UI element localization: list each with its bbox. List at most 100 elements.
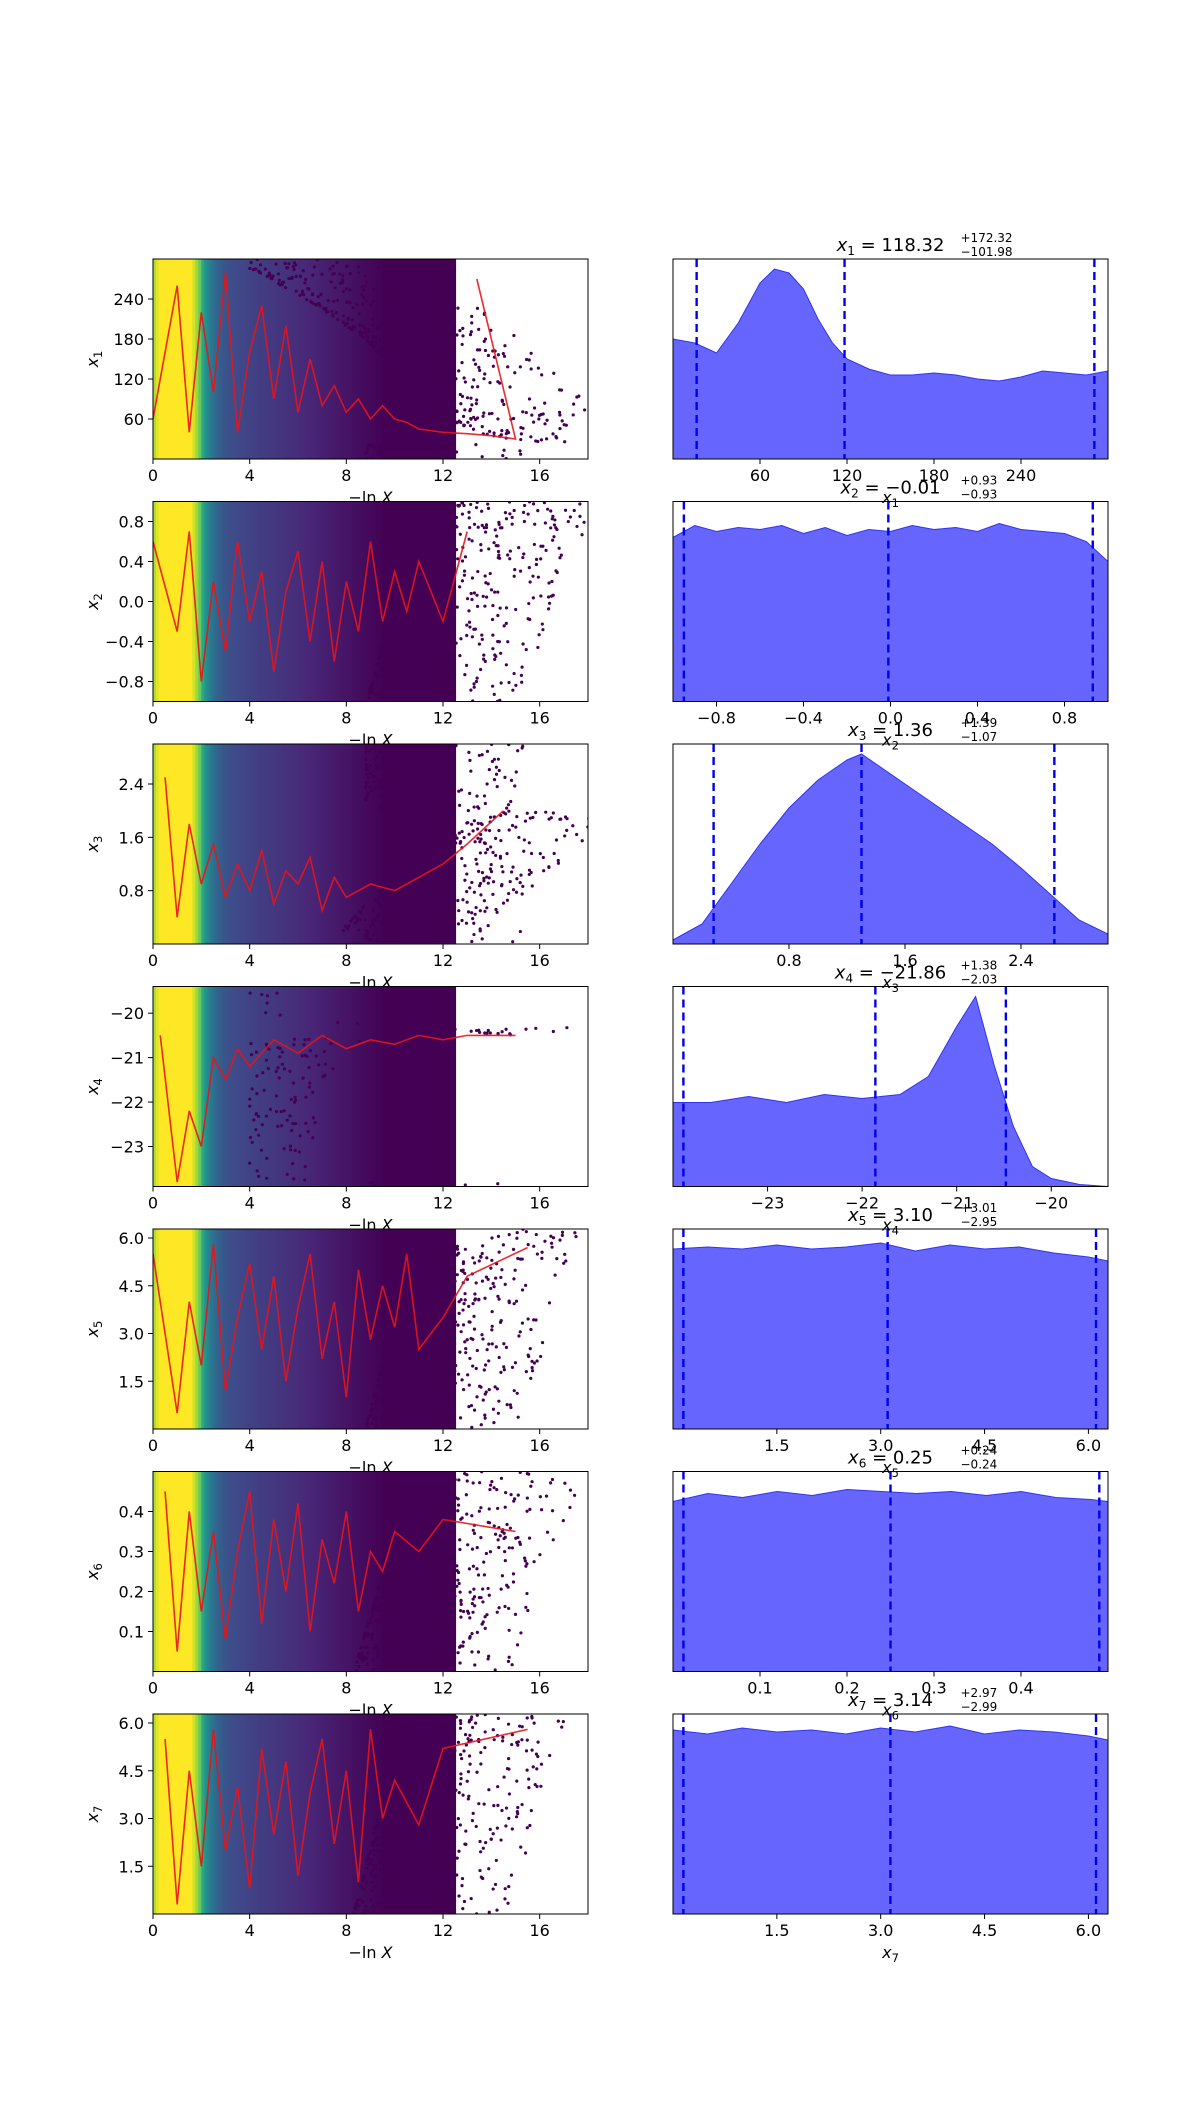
- sample-point: [428, 1799, 432, 1803]
- sample-point: [466, 1373, 470, 1377]
- sample-point: [395, 598, 399, 602]
- sample-point: [341, 320, 346, 324]
- sample-point: [384, 884, 388, 889]
- y-tick-label: −23: [110, 1138, 144, 1157]
- sample-point: [390, 1356, 394, 1360]
- sample-point: [293, 1100, 297, 1104]
- sample-point: [477, 1298, 481, 1302]
- sample-point: [378, 804, 382, 808]
- sample-point: [491, 850, 495, 855]
- sample-point: [511, 888, 516, 892]
- sample-point: [262, 1088, 266, 1092]
- sample-point: [388, 1857, 392, 1861]
- sample-point: [444, 567, 448, 571]
- sample-point: [457, 1791, 461, 1795]
- weight-band: [294, 259, 299, 459]
- sample-point: [507, 744, 511, 747]
- sample-point: [375, 767, 379, 771]
- weight-band: [240, 1714, 245, 1914]
- y-tick-label: 1.6: [119, 828, 144, 847]
- sample-point: [433, 1491, 437, 1495]
- sample-point: [480, 937, 484, 941]
- sample-point: [377, 452, 381, 456]
- marginal-title: x2 = −0.01: [840, 478, 941, 501]
- sample-point: [370, 343, 375, 347]
- sample-point: [381, 1842, 385, 1846]
- sample-point: [444, 406, 449, 410]
- weight-band: [204, 744, 209, 944]
- weight-band: [343, 986, 348, 1187]
- sample-point: [434, 575, 438, 579]
- weight-band: [446, 259, 451, 459]
- sample-point: [451, 1481, 455, 1485]
- sample-point: [434, 535, 438, 540]
- y-tick-label: 4.5: [119, 1762, 144, 1781]
- sample-point: [461, 1609, 466, 1614]
- sample-point: [523, 1851, 528, 1855]
- sample-point: [578, 502, 582, 506]
- sample-point: [371, 1842, 375, 1846]
- sample-point: [469, 1403, 474, 1408]
- sample-point: [406, 1824, 410, 1828]
- sample-point: [289, 1097, 293, 1101]
- sample-point: [507, 1792, 511, 1796]
- weight-band: [279, 986, 284, 1187]
- weight-band: [231, 259, 236, 459]
- weight-band: [406, 1229, 411, 1429]
- sample-point: [311, 1116, 316, 1120]
- sample-point: [520, 680, 524, 684]
- weight-band: [391, 259, 396, 459]
- sample-point: [479, 893, 483, 897]
- sample-point: [254, 1050, 258, 1054]
- sample-point: [479, 1385, 483, 1389]
- marginal-title: x4 = −21.86: [834, 963, 946, 986]
- sample-point: [450, 748, 454, 752]
- sample-point: [432, 1407, 436, 1411]
- weight-band: [298, 1714, 303, 1914]
- weight-band: [276, 986, 281, 1187]
- sample-point: [520, 892, 524, 896]
- sample-point: [468, 1733, 472, 1737]
- sample-point: [558, 1238, 562, 1242]
- sample-point: [474, 402, 478, 406]
- sample-point: [384, 1419, 388, 1423]
- sample-point: [560, 1233, 564, 1237]
- sample-point: [527, 1472, 531, 1476]
- sample-point: [534, 1752, 539, 1756]
- sample-point: [369, 937, 373, 941]
- weight-band: [319, 1714, 324, 1914]
- weight-band: [153, 259, 158, 459]
- y-axis-label: x6: [83, 1563, 105, 1581]
- sample-point: [302, 293, 306, 297]
- weight-band: [310, 1471, 315, 1672]
- weight-band: [240, 1471, 245, 1672]
- sample-point: [424, 610, 428, 614]
- sample-point: [529, 1327, 533, 1332]
- x-axis: −23 −22 −21 −20: [751, 1186, 1068, 1213]
- sample-point: [477, 1509, 481, 1513]
- sample-point: [513, 1361, 518, 1365]
- weight-band: [207, 1229, 212, 1429]
- sample-point: [480, 753, 484, 757]
- sample-point: [446, 887, 450, 891]
- sample-point: [408, 619, 412, 623]
- sample-point: [371, 922, 375, 926]
- sample-point: [379, 905, 383, 910]
- sample-point: [369, 1621, 374, 1625]
- sample-point: [475, 1770, 479, 1774]
- sample-point: [459, 1615, 463, 1619]
- weight-band: [198, 259, 203, 459]
- sample-point: [488, 1031, 492, 1035]
- sample-point: [395, 1541, 399, 1545]
- sample-point: [398, 1311, 402, 1316]
- sample-point: [370, 774, 375, 778]
- sample-point: [415, 1390, 420, 1394]
- sample-point: [482, 1368, 486, 1372]
- sample-point: [388, 678, 392, 683]
- sample-point: [408, 882, 413, 886]
- sample-point: [404, 451, 408, 455]
- sample-point: [518, 1330, 522, 1334]
- sample-point: [528, 816, 532, 820]
- sample-point: [365, 780, 370, 784]
- y-axis-label: x7: [83, 1806, 105, 1824]
